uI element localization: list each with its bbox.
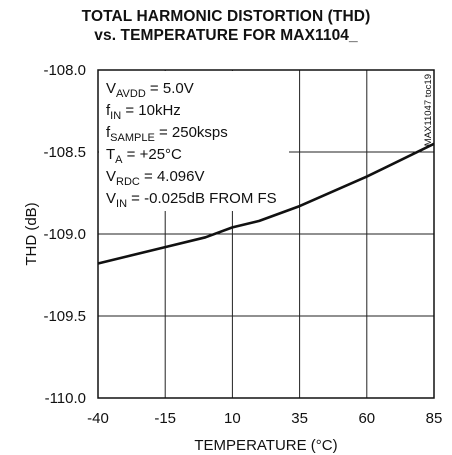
annotation-value: = 10kHz	[121, 102, 181, 119]
x-axis-label: TEMPERATURE (°C)	[194, 437, 337, 454]
y-tick-label: -109.0	[43, 226, 86, 243]
annotation-symbol: V	[106, 190, 116, 207]
x-tick-label: 35	[291, 410, 308, 427]
x-tick-label: 60	[358, 410, 375, 427]
x-tick-label: -40	[87, 410, 109, 427]
annotation-symbol: V	[106, 80, 116, 97]
annotation-subscript: AVDD	[116, 88, 146, 100]
chart-title: TOTAL HARMONIC DISTORTION (THD)	[81, 8, 371, 25]
chart-id-watermark: MAX11047 toc19	[423, 74, 434, 146]
annotation-symbol: V	[106, 168, 116, 185]
y-tick-label: -108.0	[43, 62, 86, 79]
annotation-value: = 4.096V	[140, 168, 205, 185]
y-tick-label: -110.0	[45, 390, 86, 407]
annotation-subscript: IN	[116, 198, 127, 210]
y-tick-label: -109.5	[43, 308, 86, 325]
condition-annotation: fIN = 10kHz	[106, 102, 181, 122]
annotation-symbol: T	[106, 146, 115, 163]
plot-frame	[97, 69, 435, 399]
annotation-subscript: A	[115, 154, 123, 166]
annotation-symbol: f	[106, 102, 111, 119]
condition-annotation: VAVDD = 5.0V	[106, 80, 194, 100]
annotation-value: = -0.025dB FROM FS	[127, 190, 277, 207]
x-tick-label: 85	[426, 410, 443, 427]
annotation-value: = 5.0V	[146, 80, 194, 97]
annotation-background	[99, 71, 289, 211]
annotation-subscript: SAMPLE	[110, 132, 155, 144]
condition-annotation: fSAMPLE = 250ksps	[106, 124, 228, 144]
x-tick-label: -15	[154, 410, 176, 427]
series-line	[97, 142, 435, 265]
y-axis-label: THD (dB)	[23, 202, 40, 265]
condition-annotation: TA = +25°C	[106, 146, 182, 166]
condition-annotation: VRDC = 4.096V	[106, 168, 205, 188]
y-tick-label: -108.5	[43, 144, 86, 161]
x-tick-label: 10	[224, 410, 241, 427]
annotation-value: = +25°C	[123, 146, 183, 163]
annotation-value: = 250ksps	[155, 124, 228, 141]
annotation-symbol: f	[106, 124, 111, 141]
chart-subtitle: vs. TEMPERATURE FOR MAX1104_	[94, 27, 358, 44]
annotation-subscript: IN	[110, 110, 121, 122]
annotation-subscript: RDC	[116, 176, 140, 188]
condition-annotation: VIN = -0.025dB FROM FS	[106, 190, 277, 210]
